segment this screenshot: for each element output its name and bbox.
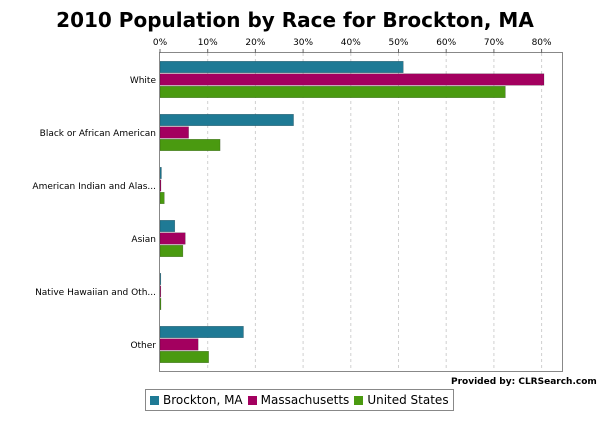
x-tick-label: 60%	[436, 38, 456, 48]
category-labels: White Black or African American American I…	[32, 76, 156, 351]
bar	[159, 285, 162, 298]
bars	[159, 61, 545, 363]
category-label: Asian	[131, 235, 156, 245]
bar	[159, 179, 162, 192]
bar	[159, 73, 545, 86]
x-tick-label: 10%	[198, 38, 218, 48]
category-label: Native Hawaiian and Oth...	[35, 288, 156, 298]
bar	[159, 220, 176, 232]
bar	[159, 326, 244, 338]
legend-swatch	[150, 395, 159, 405]
x-tick-label: 40%	[341, 38, 361, 48]
legend-swatch	[247, 395, 257, 405]
legend-item: Massachusetts	[247, 393, 350, 407]
legend-label: Brockton, MA	[163, 393, 243, 407]
category-label: White	[130, 76, 157, 86]
bar	[159, 167, 162, 179]
bar	[159, 114, 294, 126]
bar	[159, 245, 184, 257]
bar	[159, 126, 189, 139]
legend-label: United States	[367, 393, 449, 407]
plot-area-border	[159, 52, 563, 372]
bar	[159, 338, 199, 351]
x-tick-label: 80%	[532, 38, 552, 48]
bar	[159, 139, 221, 151]
legend-item: United States	[354, 393, 449, 407]
bar	[159, 192, 165, 204]
bar	[159, 273, 162, 285]
provider-credit: Provided by: CLRSearch.com	[451, 377, 597, 387]
x-tick-label: 20%	[245, 38, 265, 48]
gridlines	[207, 53, 543, 371]
legend: Brockton, MA Massachusetts United States	[145, 389, 454, 411]
legend-label: Massachusetts	[260, 393, 350, 407]
x-tick-label: 30%	[293, 38, 313, 48]
x-axis-ticks: 0% 10% 20% 30% 40% 50% 60% 70% 80%	[153, 38, 552, 53]
bar	[159, 351, 209, 363]
legend-swatch	[354, 395, 364, 405]
category-label: American Indian and Alas...	[32, 182, 156, 192]
category-label: Black or African American	[40, 129, 156, 139]
legend-item: Brockton, MA	[150, 393, 243, 407]
bar	[159, 61, 404, 73]
x-tick-label: 70%	[484, 38, 504, 48]
bar	[159, 86, 506, 98]
bar	[159, 298, 162, 310]
category-label: Other	[130, 341, 156, 351]
bar-chart: 0% 10% 20% 30% 40% 50% 60% 70% 80% White Black or…	[32, 38, 563, 372]
chart-title: 2010 Population by Race for Brockton, MA	[56, 8, 534, 32]
bar	[159, 232, 186, 245]
x-tick-label: 50%	[388, 38, 408, 48]
x-tick-label: 0%	[153, 38, 168, 48]
